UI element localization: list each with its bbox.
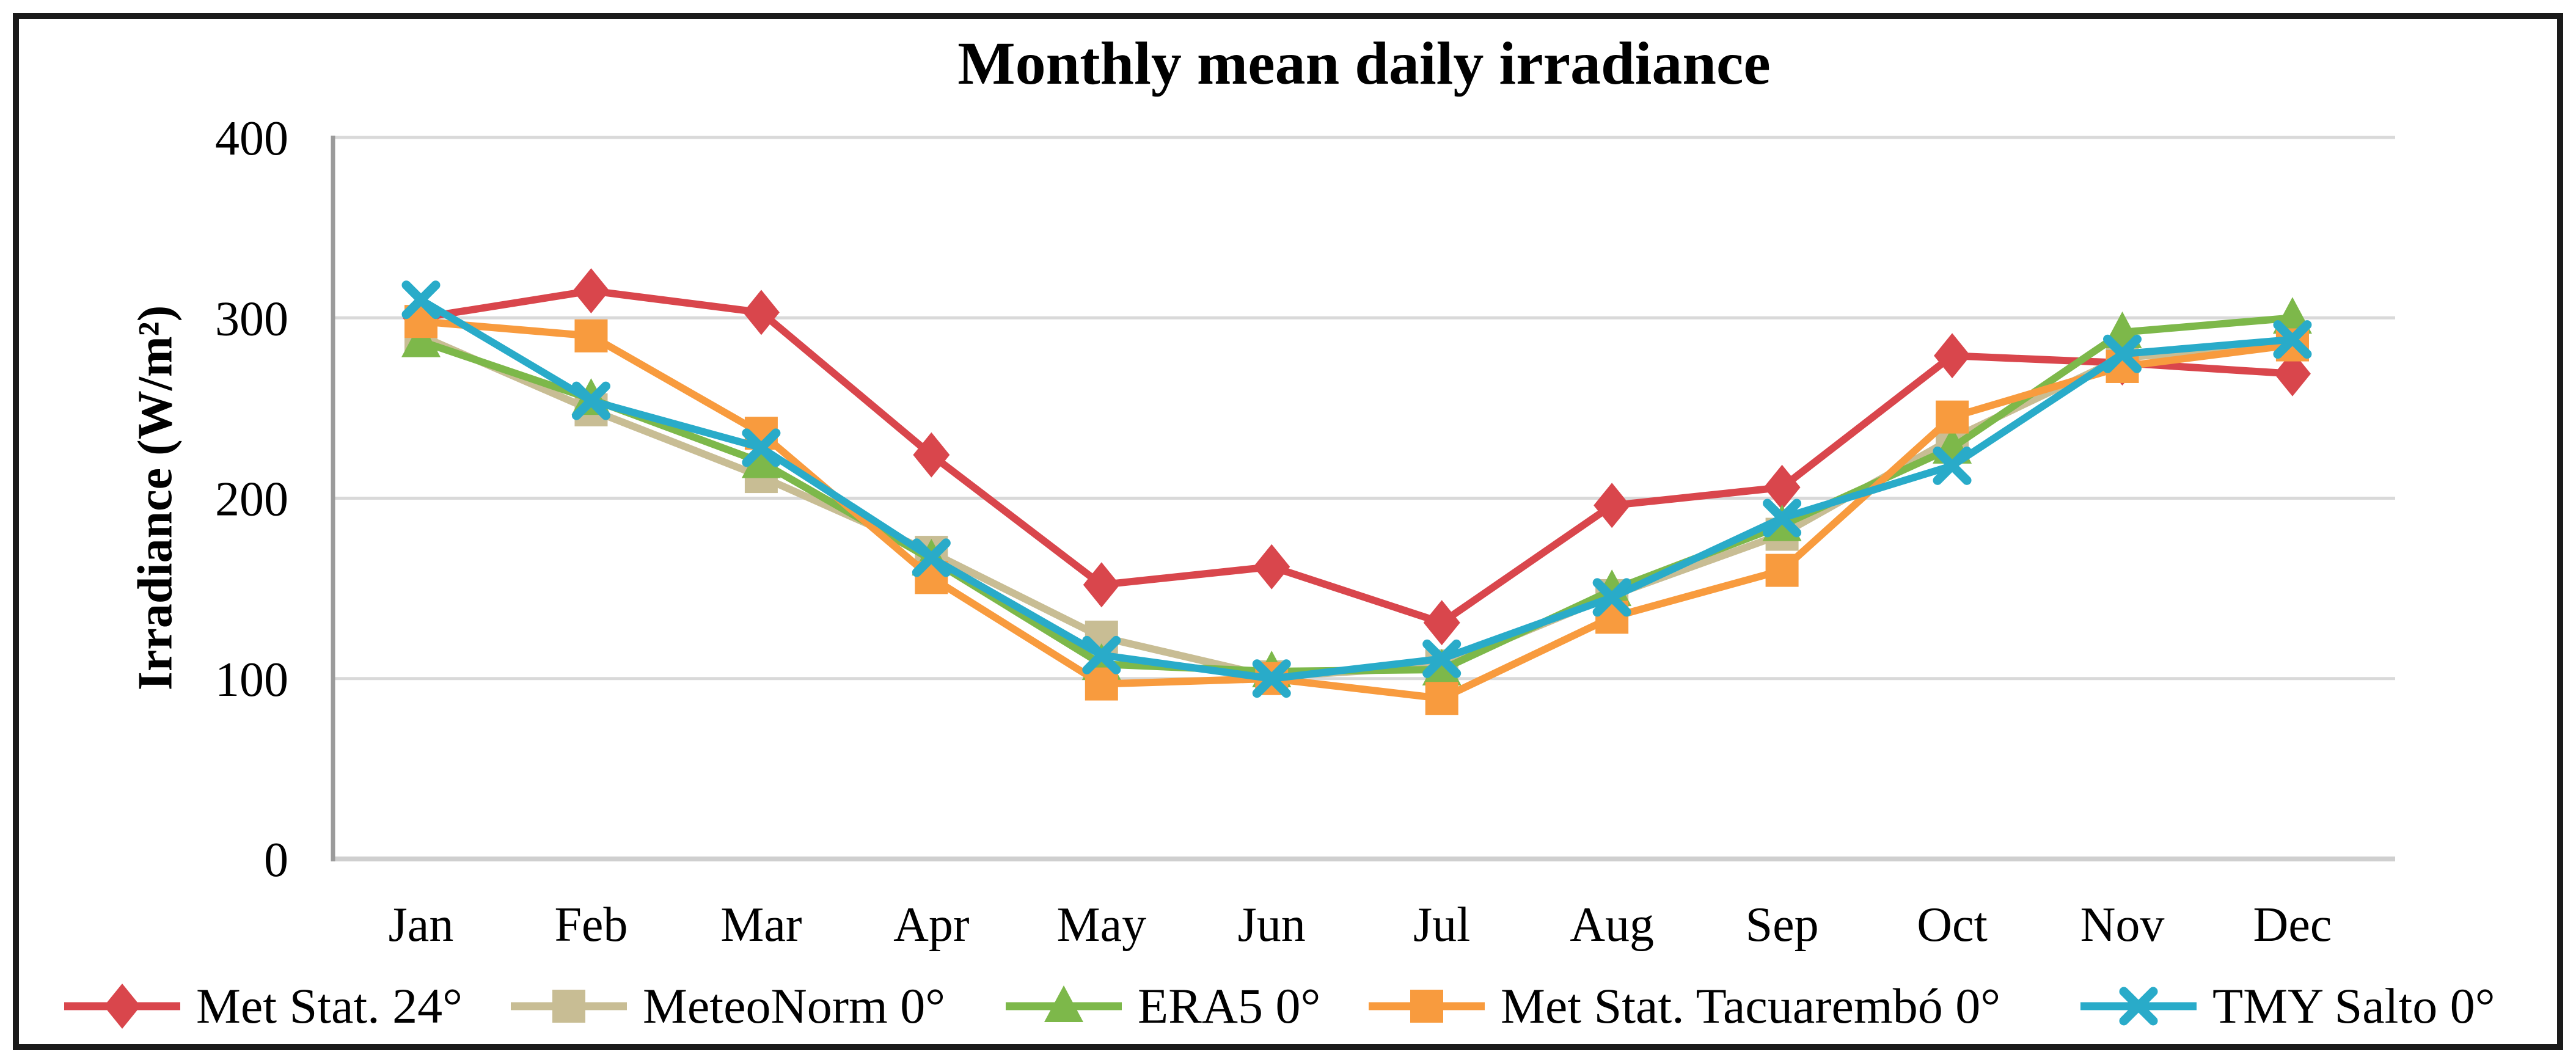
- legend-label: Met Stat. 24°: [196, 978, 463, 1034]
- x-category-label-oct: Oct: [1917, 898, 1988, 952]
- data-point-marker: [573, 268, 610, 313]
- data-point-marker: [2274, 351, 2311, 396]
- x-category-label-jul: Jul: [1413, 898, 1470, 952]
- data-point-marker: [742, 428, 781, 467]
- y-axis-title: Irradiance (W/m²): [128, 305, 183, 691]
- square-legend-marker-icon: [1369, 990, 1485, 1023]
- legend-item-era5-0: ERA5 0°: [1006, 973, 1320, 1040]
- data-point-marker: [1422, 648, 1462, 685]
- data-point-marker: [2273, 320, 2312, 359]
- y-tick-label-300: 300: [215, 292, 288, 346]
- legend-label: TMY Salto 0°: [2212, 978, 2495, 1034]
- y-tick-label-100: 100: [215, 653, 288, 707]
- legend-item-met-stat-tacuarembo-0: Met Stat. Tacuarembó 0°: [1369, 973, 2000, 1040]
- y-tick-label-0: 0: [264, 833, 288, 887]
- x-category-label-sep: Sep: [1746, 898, 1819, 952]
- diamond-legend-marker-icon: [64, 984, 180, 1029]
- series-3: [404, 305, 2309, 715]
- data-point-marker: [1083, 562, 1120, 608]
- data-point-marker: [401, 280, 441, 320]
- x-category-label-aug: Aug: [1570, 898, 1654, 952]
- y-tick-label-400: 400: [215, 112, 288, 166]
- chart-legend: Met Stat. 24° MeteoNorm 0° ERA5 0° Met Stat…: [0, 973, 2576, 1040]
- data-point-marker: [2103, 334, 2142, 373]
- data-point-marker: [912, 538, 951, 577]
- series-line: [420, 314, 2293, 675]
- data-point-marker: [1592, 569, 1632, 607]
- data-point-marker: [1252, 659, 1291, 698]
- data-point-marker: [2119, 987, 2158, 1026]
- x-category-label-feb: Feb: [554, 898, 628, 952]
- x-legend-marker-icon: [2080, 987, 2197, 1026]
- data-point-marker: [571, 381, 610, 420]
- data-point-marker: [574, 319, 608, 353]
- x-category-label-dec: Dec: [2253, 898, 2332, 952]
- figure-border: [13, 13, 2563, 1050]
- legend-item-met-stat-24: Met Stat. 24°: [64, 973, 463, 1040]
- data-point-marker: [1082, 635, 1121, 674]
- data-point-marker: [1763, 499, 1802, 538]
- series-line: [420, 287, 2293, 627]
- series-0: [403, 268, 2311, 646]
- series-4: [401, 280, 2312, 698]
- series-1: [404, 319, 2309, 693]
- data-point-marker: [1410, 990, 1443, 1023]
- x-category-label-jun: Jun: [1238, 898, 1306, 952]
- data-point-marker: [1936, 400, 1969, 434]
- y-tick-label-200: 200: [215, 473, 288, 527]
- data-point-marker: [1933, 446, 1972, 485]
- data-point-marker: [913, 432, 950, 478]
- data-point-marker: [1422, 639, 1462, 678]
- legend-label: Met Stat. Tacuarembó 0°: [1501, 978, 2000, 1034]
- data-point-marker: [742, 290, 780, 335]
- data-point-marker: [1592, 578, 1631, 617]
- data-point-marker: [741, 441, 781, 478]
- series-line: [419, 332, 2293, 681]
- data-point-marker: [1423, 600, 1460, 646]
- data-point-marker: [1044, 985, 1083, 1022]
- legend-label: ERA5 0°: [1138, 978, 1321, 1034]
- x-category-label-apr: Apr: [893, 898, 969, 952]
- x-category-label-jan: Jan: [389, 898, 454, 952]
- series-line: [419, 296, 2293, 682]
- square-legend-marker-icon: [511, 990, 627, 1023]
- x-category-label-mar: Mar: [720, 898, 802, 952]
- data-point-marker: [401, 320, 441, 357]
- triangle-legend-marker-icon: [1006, 985, 1122, 1022]
- data-point-marker: [104, 984, 141, 1029]
- series-line: [420, 318, 2293, 703]
- data-point-marker: [1253, 544, 1290, 590]
- data-point-marker: [1425, 682, 1458, 715]
- legend-item-tmy-salto-0: TMY Salto 0°: [2080, 973, 2495, 1040]
- data-point-marker: [1934, 333, 1971, 379]
- legend-item-meteonorm-0: MeteoNorm 0°: [511, 973, 945, 1040]
- data-point-marker: [552, 990, 585, 1023]
- x-category-label-may: May: [1056, 898, 1146, 952]
- data-point-marker: [1594, 483, 1631, 528]
- chart-title: Monthly mean daily irradiance: [957, 29, 1771, 97]
- data-point-marker: [1765, 553, 1799, 587]
- data-point-marker: [1763, 464, 1801, 510]
- data-point-marker: [1085, 667, 1118, 701]
- legend-label: MeteoNorm 0°: [643, 978, 946, 1034]
- x-category-label-nov: Nov: [2080, 898, 2165, 952]
